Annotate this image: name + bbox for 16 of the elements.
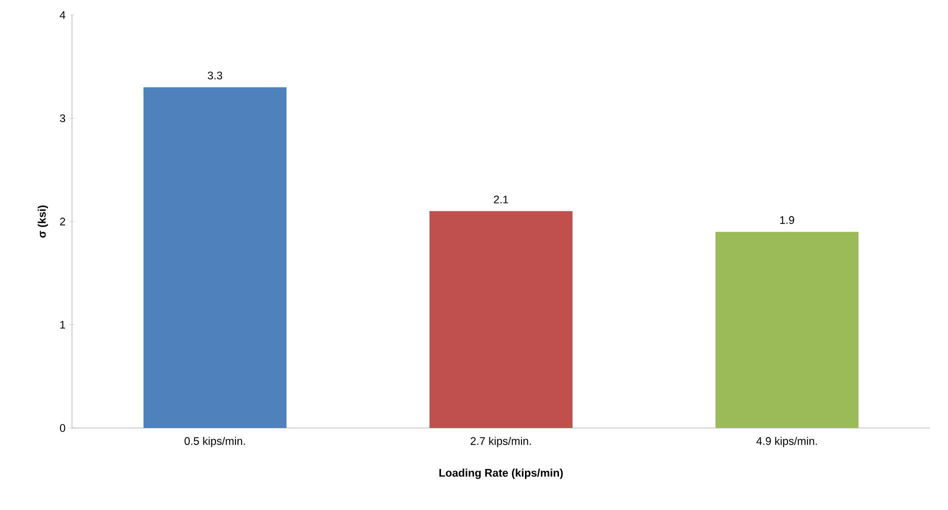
y-tick-label: 2 [60,218,66,226]
bar [716,232,859,428]
x-tick-label: 0.5 kips/min. [184,436,245,448]
y-tick-label: 4 [60,11,66,19]
y-tick-label: 3 [60,114,66,122]
bar [144,87,287,428]
x-tick-label: 4.9 kips/min. [756,436,817,448]
bar [430,211,573,428]
y-tick-label: 0 [60,424,66,432]
y-axis-title: σ (ksi) [38,205,48,238]
x-axis-title: Loading Rate (kips/min) [439,468,563,479]
data-label: 3.3 [208,72,222,80]
x-tick-label: 2.7 kips/min. [470,436,531,448]
data-label: 1.9 [780,216,794,224]
data-label: 2.1 [494,196,508,204]
y-tick-label: 1 [60,320,66,329]
